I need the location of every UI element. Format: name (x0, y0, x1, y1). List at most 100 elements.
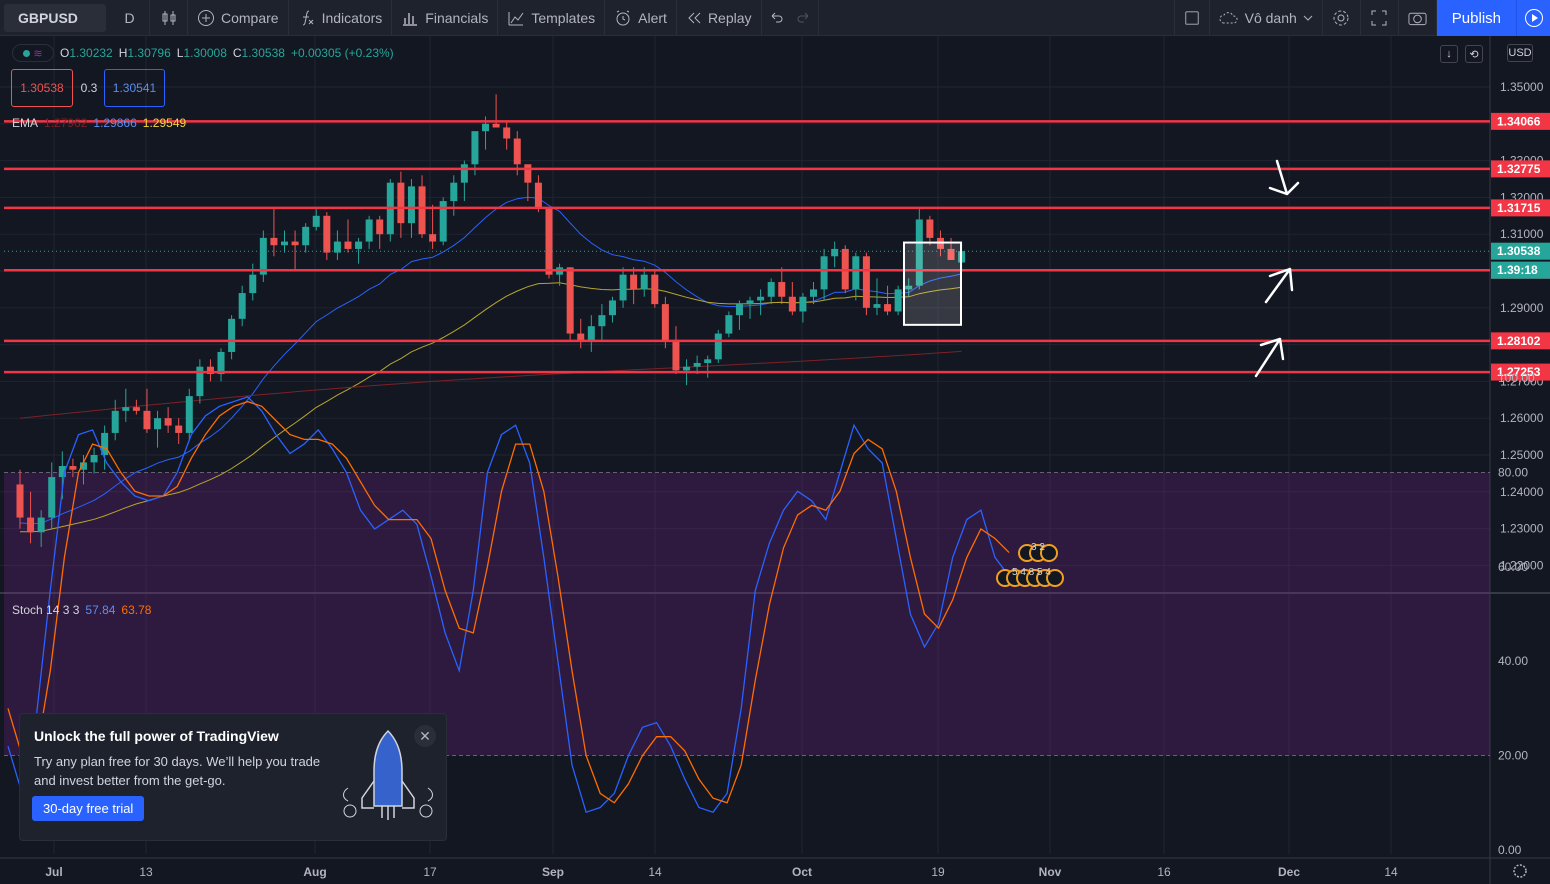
promo-close-button[interactable]: ✕ (414, 725, 436, 747)
candle-body (534, 182, 542, 209)
candle-body (714, 333, 722, 360)
annotation-rectangle[interactable] (903, 241, 962, 326)
price-tick-label: 1.35000 (1500, 80, 1544, 94)
high-value: 1.30796 (127, 46, 171, 60)
close-label: C (232, 46, 242, 60)
candle-body (725, 315, 733, 334)
ema-label: EMA (12, 116, 39, 130)
candle-body (862, 256, 870, 308)
price-level-tag[interactable] (1491, 332, 1550, 350)
candle-body (460, 164, 468, 183)
compare-button[interactable]: Compare (188, 0, 289, 36)
candle-body (651, 274, 659, 305)
arrow-down-annotation[interactable] (1268, 159, 1300, 196)
replay-label: Replay (707, 9, 752, 26)
spread-value: 0.3 (78, 69, 100, 107)
candle-body (746, 300, 754, 305)
indicators-button[interactable]: Indicators (289, 0, 393, 36)
fullscreen-button[interactable] (1361, 0, 1399, 36)
layout-name-button[interactable]: Vô danh (1210, 0, 1323, 36)
economic-events[interactable]: 3 2 5 4 8 5 4 (996, 542, 1064, 587)
scroll-down-button[interactable]: ↓ (1440, 45, 1458, 63)
price-tick-label: 1.23000 (1500, 522, 1544, 536)
time-tick-label: Oct (792, 865, 812, 879)
price-level-tag-label: 1.30538 (1497, 244, 1541, 258)
price-level-tag[interactable] (1491, 112, 1550, 130)
ema-legend[interactable]: EMA 1.27962 1.29866 1.29549 (12, 116, 186, 130)
candle-body (788, 296, 796, 312)
price-level-tag[interactable] (1491, 160, 1550, 178)
templates-button[interactable]: Templates (498, 0, 606, 36)
candle-body (355, 241, 363, 249)
legend-toggle[interactable]: ≋ (12, 44, 54, 62)
candle-body (704, 359, 712, 363)
candle-body (407, 186, 415, 224)
stoch-tick-label: 20.00 (1498, 749, 1528, 763)
candle-body (894, 289, 902, 312)
chart-type-button[interactable] (150, 0, 188, 36)
us-flag-icon[interactable] (1046, 569, 1064, 587)
buy-button[interactable]: 1.30541 (104, 69, 165, 107)
candle-body (16, 484, 24, 518)
candle-body (926, 219, 934, 238)
promo-text: Try any plan free for 30 days. We’ll hel… (34, 754, 321, 788)
candle-body (217, 351, 225, 375)
candle-body (302, 226, 310, 246)
undo-button[interactable] (762, 0, 790, 36)
symbol-search-button[interactable]: GBPUSD (4, 3, 106, 32)
arrow-up-annotation[interactable] (1254, 337, 1285, 378)
candle-body (238, 293, 246, 319)
compare-label: Compare (221, 9, 279, 26)
candle-body (503, 127, 511, 139)
redo-button[interactable] (790, 0, 819, 36)
publish-button[interactable]: Publish (1436, 0, 1516, 36)
interval-button[interactable]: D (110, 0, 150, 36)
play-circle-icon (1524, 9, 1543, 27)
alert-button[interactable]: Alert (605, 0, 677, 36)
stoch-legend[interactable]: Stoch 14 3 3 57.84 63.78 (12, 603, 151, 617)
arrow-down-icon: ↓ (1446, 48, 1452, 60)
stoch-tick-label: 60.00 (1498, 560, 1528, 574)
candle-body (333, 241, 341, 253)
candle-body (598, 315, 606, 327)
uk-flag-icon[interactable] (1040, 544, 1058, 562)
promo-title: Unlock the full power of TradingView (34, 728, 279, 744)
candle-body (185, 396, 193, 433)
currency-button[interactable]: USD (1507, 44, 1533, 62)
sync-button[interactable]: ⟲ (1465, 45, 1483, 63)
price-level-tag[interactable] (1491, 199, 1550, 217)
candle-body (810, 289, 817, 297)
gear-icon (1333, 10, 1349, 26)
candle-body (905, 285, 913, 290)
replay-button[interactable]: Replay (677, 0, 762, 36)
chart-settings-gear-icon[interactable] (1513, 864, 1527, 878)
price-chart[interactable]: 3 25 4 8 5 4 1.350001.330001.320001.31000… (0, 36, 1550, 884)
candle-body (735, 304, 743, 316)
layout-select-button[interactable] (1173, 0, 1210, 36)
camera-icon (1408, 12, 1427, 26)
price-level-tag[interactable] (1491, 363, 1550, 381)
price-axis[interactable]: 1.350001.330001.320001.310001.290001.280… (1491, 80, 1550, 572)
stoch-d-line (7, 400, 1010, 804)
candle-body (69, 466, 77, 470)
arrow-up-annotation[interactable] (1264, 267, 1294, 304)
price-level-tag[interactable] (1491, 242, 1550, 260)
settings-button[interactable] (1323, 0, 1361, 36)
candle-body (132, 407, 140, 411)
candle-body (778, 282, 786, 297)
candle-body (873, 304, 881, 308)
snapshot-button[interactable] (1399, 0, 1437, 36)
candle-body (164, 418, 172, 426)
redo-icon (797, 12, 808, 22)
countdown-tag (1491, 261, 1550, 279)
financials-button[interactable]: Financials (392, 0, 499, 36)
chevron-down-icon (1303, 15, 1313, 21)
publish-menu-button[interactable] (1516, 0, 1550, 36)
candle-body (344, 241, 352, 249)
sell-button[interactable]: 1.30538 (11, 69, 73, 107)
time-axis[interactable]: Jul 13 Aug 17 Sep 14 Oct 19 Nov 16 Dec 14 (45, 865, 1398, 879)
candle-body (915, 219, 923, 286)
candle-body (619, 274, 627, 301)
rocket-icon (343, 729, 433, 820)
free-trial-button[interactable]: 30-day free trial (32, 796, 145, 821)
